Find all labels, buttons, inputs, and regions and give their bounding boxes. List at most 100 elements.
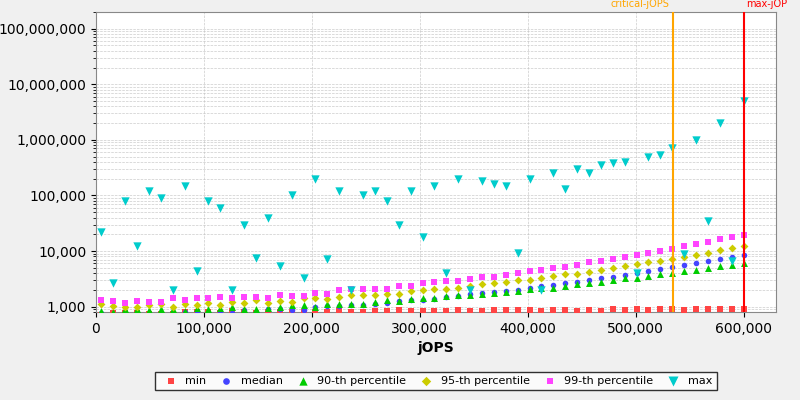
max [250,255,262,261]
median [118,312,131,318]
90-th percentile [535,285,548,291]
99-th percentile [381,286,394,293]
95-th percentile [428,286,441,292]
90-th percentile [499,289,512,295]
90-th percentile [95,308,108,314]
99-th percentile [654,248,666,254]
median [440,294,453,301]
min [214,310,226,316]
95-th percentile [226,299,238,305]
95-th percentile [404,288,417,294]
90-th percentile [107,308,120,315]
95-th percentile [642,259,655,266]
max [286,192,298,199]
median [547,282,560,288]
95-th percentile [392,291,405,297]
median [202,310,215,316]
95-th percentile [511,277,524,284]
max [178,182,191,189]
median [357,302,370,309]
min [345,309,358,315]
99-th percentile [714,236,726,242]
median [142,312,155,318]
90-th percentile [726,262,738,268]
90-th percentile [166,306,179,312]
max [381,198,394,204]
max [452,176,465,182]
max [582,169,595,176]
max [214,204,226,211]
99-th percentile [238,294,250,300]
90-th percentile [178,308,191,314]
95-th percentile [416,286,429,293]
max [487,181,500,187]
95-th percentile [118,304,131,310]
90-th percentile [333,301,346,307]
median [154,311,167,317]
max [702,218,714,224]
X-axis label: jOPS: jOPS [418,341,454,355]
99-th percentile [523,268,536,274]
90-th percentile [202,306,215,312]
median [214,309,226,315]
median [666,264,678,270]
median [475,290,488,296]
99-th percentile [642,250,655,256]
99-th percentile [726,234,738,240]
99-th percentile [345,286,358,293]
95-th percentile [190,302,203,308]
median [738,252,750,258]
95-th percentile [321,296,334,302]
90-th percentile [582,280,595,287]
median [702,258,714,264]
max [369,188,382,195]
95-th percentile [178,301,191,308]
95-th percentile [690,252,702,258]
max [690,137,702,143]
90-th percentile [630,274,643,281]
min [594,307,607,314]
max [559,186,572,193]
min [202,309,215,315]
median [238,307,250,314]
min [404,308,417,314]
max [618,159,631,165]
min [523,307,536,314]
max [107,280,120,286]
90-th percentile [309,303,322,310]
min [487,306,500,313]
median [618,272,631,278]
99-th percentile [262,295,274,301]
95-th percentile [499,278,512,285]
min [226,308,238,315]
median [726,254,738,260]
99-th percentile [559,264,572,270]
90-th percentile [464,292,477,298]
max [95,229,108,236]
95-th percentile [582,269,595,275]
90-th percentile [118,306,131,312]
max [190,268,203,274]
95-th percentile [559,271,572,278]
median [523,284,536,291]
min [440,308,453,315]
min [142,311,155,317]
95-th percentile [166,304,179,310]
max [118,198,131,204]
99-th percentile [511,270,524,276]
90-th percentile [452,292,465,298]
99-th percentile [618,254,631,260]
median [690,260,702,267]
min [250,309,262,316]
90-th percentile [487,290,500,296]
min [678,307,690,313]
90-th percentile [416,295,429,301]
max [226,287,238,293]
median [404,297,417,304]
99-th percentile [535,266,548,273]
95-th percentile [130,304,143,310]
max [142,188,155,194]
median [262,306,274,312]
90-th percentile [262,305,274,311]
99-th percentile [142,299,155,305]
